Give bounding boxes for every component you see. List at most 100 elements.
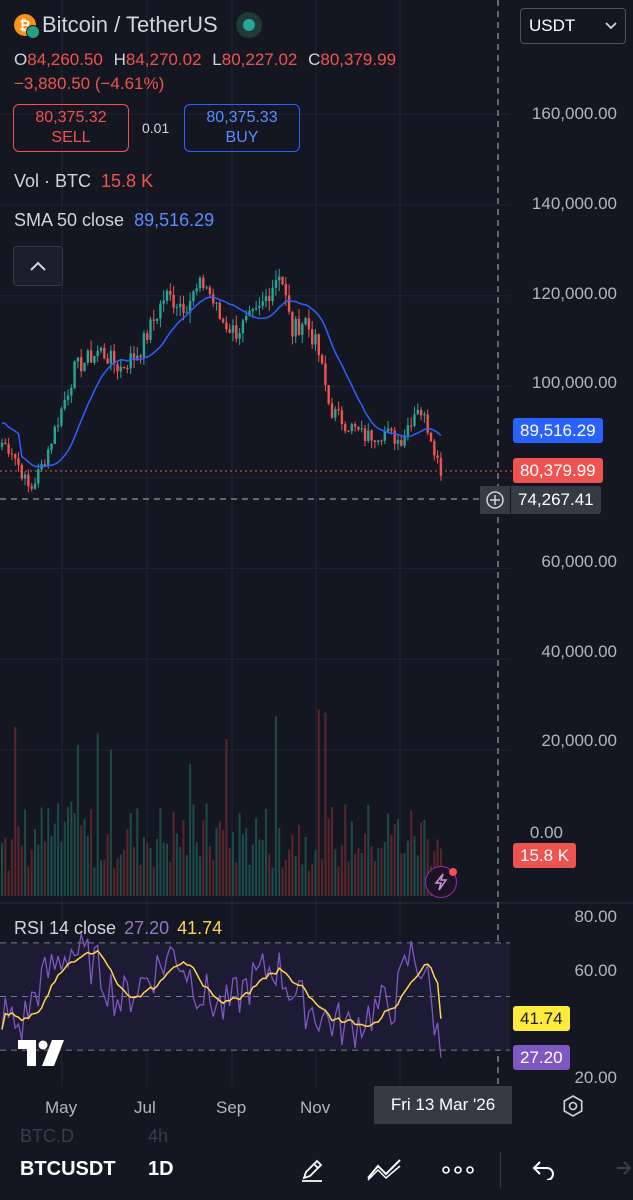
candle-body bbox=[426, 414, 429, 433]
candle-body bbox=[96, 350, 99, 356]
volume-bar bbox=[248, 864, 251, 896]
volume-bar bbox=[274, 716, 277, 896]
sell-button[interactable]: 80,375.32 SELL bbox=[13, 104, 129, 152]
volume-bar bbox=[321, 859, 324, 896]
candle-body bbox=[63, 399, 66, 409]
volume-bar bbox=[7, 870, 10, 896]
candle-body bbox=[47, 449, 50, 466]
volume-bar bbox=[251, 844, 254, 896]
candle-body bbox=[179, 303, 182, 308]
candle-body bbox=[4, 442, 7, 445]
candle-body bbox=[66, 395, 70, 400]
volume-bar bbox=[195, 842, 198, 896]
volume-bar bbox=[126, 829, 129, 896]
volume-bar bbox=[20, 845, 23, 896]
crosshair-price-tag: 74,267.41 bbox=[511, 486, 601, 514]
drawing-pen-icon[interactable] bbox=[292, 1152, 332, 1188]
candle-body bbox=[406, 425, 410, 436]
spread-value: 0.01 bbox=[142, 120, 170, 136]
volume-bar bbox=[298, 824, 300, 896]
candle-body bbox=[281, 276, 284, 285]
price-axis-label: 160,000.00 bbox=[531, 104, 617, 123]
candle-body bbox=[304, 318, 307, 325]
sma-line bbox=[1, 296, 442, 468]
volume-bar bbox=[373, 860, 376, 896]
indicators-icon[interactable] bbox=[364, 1152, 404, 1188]
time-axis-label: Sep bbox=[216, 1098, 247, 1117]
lightning-alert-button[interactable] bbox=[425, 866, 457, 898]
settings-gear-icon[interactable] bbox=[561, 1094, 585, 1123]
volume-bar bbox=[159, 807, 162, 896]
volume-bar bbox=[377, 847, 380, 896]
symbol-search-button[interactable]: BTCUSDT bbox=[20, 1158, 116, 1180]
volume-bar bbox=[17, 826, 20, 896]
volume-tag: 15.8 K bbox=[513, 843, 577, 868]
candle-body bbox=[192, 291, 195, 301]
volume-bar bbox=[245, 828, 248, 896]
currency-select[interactable]: USDT bbox=[520, 8, 626, 44]
volume-bar bbox=[238, 813, 241, 896]
volume-bar bbox=[393, 823, 396, 896]
candle-body bbox=[70, 387, 73, 396]
candle-body bbox=[218, 302, 221, 320]
volume-bar bbox=[212, 859, 215, 896]
candle-body bbox=[419, 409, 423, 416]
volume-bar bbox=[268, 853, 271, 896]
volume-bar bbox=[413, 836, 416, 896]
volume-bar bbox=[288, 849, 291, 896]
candle-body bbox=[30, 486, 33, 489]
candle-body bbox=[373, 440, 377, 442]
candle-body bbox=[53, 426, 56, 444]
undo-icon[interactable] bbox=[524, 1152, 564, 1188]
volume-bar bbox=[357, 848, 360, 896]
volume-bar bbox=[60, 841, 63, 896]
candle-body bbox=[377, 440, 380, 442]
volume-bar bbox=[119, 854, 122, 896]
candle-body bbox=[159, 303, 162, 319]
buy-button[interactable]: 80,375.33 BUY bbox=[184, 104, 300, 152]
candle-body bbox=[109, 350, 113, 364]
volume-bar bbox=[344, 804, 347, 896]
collapse-legend-button[interactable] bbox=[13, 246, 63, 286]
volume-bar bbox=[109, 749, 112, 896]
price-chart[interactable] bbox=[0, 0, 633, 1146]
sma-legend[interactable]: SMA 50 close 89,516.29 bbox=[14, 210, 215, 230]
volume-bar bbox=[202, 820, 205, 896]
market-status-icon[interactable] bbox=[235, 12, 262, 38]
candle-body bbox=[89, 350, 93, 363]
candle-body bbox=[314, 334, 317, 345]
plus-circle-icon bbox=[486, 491, 504, 509]
candle-body bbox=[221, 319, 225, 323]
volume-legend[interactable]: Vol · BTC 15.8 K bbox=[14, 171, 154, 191]
bitcoin-icon: ₿ bbox=[14, 14, 40, 39]
volume-bar bbox=[278, 828, 281, 896]
volume-bar bbox=[139, 865, 142, 896]
volume-bar bbox=[199, 856, 201, 896]
candle-body bbox=[258, 305, 261, 308]
volume-bar bbox=[370, 846, 373, 896]
add-alert-button[interactable] bbox=[480, 486, 510, 514]
time-axis-label: May bbox=[45, 1098, 78, 1117]
symbol-header[interactable]: ₿ Bitcoin / TetherUS bbox=[14, 12, 262, 39]
volume-bar bbox=[76, 744, 79, 896]
more-options-icon[interactable] bbox=[438, 1152, 478, 1188]
volume-bar bbox=[24, 809, 27, 896]
volume-bar bbox=[63, 821, 66, 896]
candle-body bbox=[330, 403, 334, 418]
volume-bar bbox=[324, 712, 327, 896]
candle-body bbox=[20, 464, 23, 479]
rsi-legend[interactable]: RSI 14 close 27.20 41.74 bbox=[14, 918, 223, 938]
volume-bar bbox=[103, 859, 106, 896]
bottom-toolbar bbox=[0, 1146, 633, 1200]
redo-icon[interactable] bbox=[600, 1152, 633, 1188]
candle-body bbox=[113, 350, 116, 365]
currency-value: USDT bbox=[529, 16, 576, 35]
interval-button[interactable]: 1D bbox=[148, 1158, 174, 1180]
volume-bar bbox=[208, 846, 211, 896]
candle-body bbox=[212, 294, 215, 304]
volume-bar bbox=[423, 820, 426, 896]
volume-bar bbox=[47, 808, 50, 896]
candle-body bbox=[439, 457, 443, 476]
volume-bar bbox=[416, 855, 419, 896]
candle-body bbox=[334, 409, 337, 418]
